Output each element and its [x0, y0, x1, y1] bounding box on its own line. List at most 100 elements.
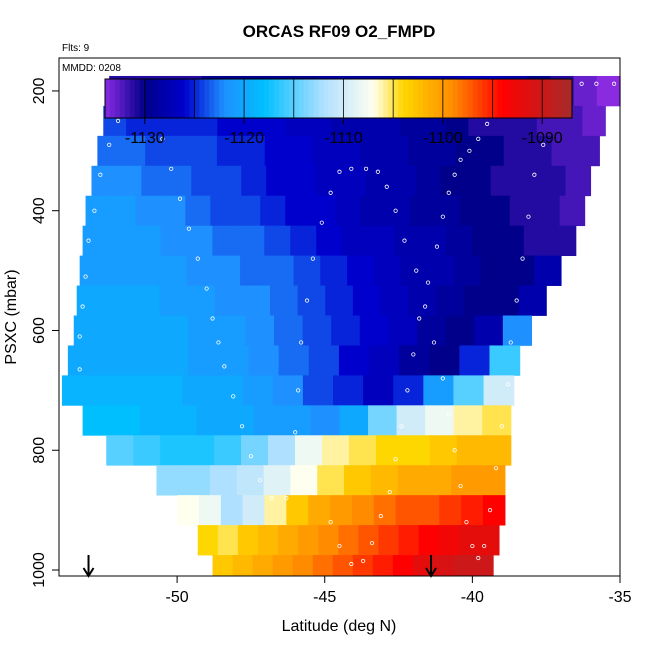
heatmap-cell-2-2 [145, 135, 170, 167]
track-point-91 [476, 136, 481, 141]
heatmap-cell-8-5 [216, 315, 246, 346]
colorbar-swatch-14 [174, 79, 181, 118]
heatmap-cell-15-0 [197, 525, 219, 556]
heatmap-cell-14-3 [242, 495, 266, 526]
heatmap-cell-15-12 [438, 525, 460, 556]
heatmap-cell-8-2 [130, 315, 161, 346]
y-tick-label-0: 200 [31, 77, 48, 104]
colorbar-swatch-40 [303, 79, 310, 118]
heatmap-cell-11-9 [339, 405, 369, 436]
colorbar-swatch-49 [348, 79, 355, 118]
plot-frame [58, 57, 621, 577]
heatmap-cell-3-16 [490, 165, 517, 197]
heatmap-cell-3-19 [565, 165, 592, 197]
heatmap-cell-11-14 [482, 405, 512, 436]
heatmap-cell-7-5 [214, 285, 244, 316]
heatmap-cell-11-5 [225, 405, 255, 436]
track-point-81 [405, 388, 410, 393]
heatmap-cell-12-6 [268, 435, 296, 466]
track-point-63 [526, 214, 531, 219]
heatmap-cell-4-18 [534, 195, 561, 227]
track-point-57 [493, 466, 499, 471]
heatmap-cell-4-14 [434, 195, 461, 227]
colorbar-swatch-86 [532, 79, 538, 118]
colorbar-swatch-75 [477, 79, 484, 118]
track-point-17 [177, 196, 183, 201]
heatmap-cell-4-10 [335, 195, 361, 227]
colorbar-swatch-13 [169, 79, 176, 118]
heatmap-cell-11-13 [453, 405, 483, 436]
heatmap-cell-11-12 [425, 405, 455, 436]
track-point-49 [446, 412, 451, 417]
track-point-35 [310, 256, 316, 261]
track-point-5 [92, 208, 97, 213]
track-point-80 [399, 424, 404, 429]
heatmap-cell-8-8 [302, 315, 332, 346]
heatmap-cell-6-6 [240, 255, 268, 286]
track-point-78 [387, 490, 392, 495]
heatmap-cell-9-3 [158, 345, 189, 376]
heatmap-cell-16-3 [272, 555, 294, 577]
colorbar-frame [104, 78, 573, 119]
heatmap-cell-16-11 [432, 555, 454, 577]
heatmap-cell-3-5 [216, 165, 242, 197]
colorbar-tick-label-2: -1110 [324, 130, 363, 147]
heatmap-cell-4-12 [384, 195, 411, 227]
track-point-69 [579, 81, 584, 86]
heatmap-cell-7-4 [187, 285, 216, 316]
heatmap-cell-7-11 [380, 285, 409, 316]
colorbar-swatch-30 [254, 79, 260, 118]
colorbar-swatch-36 [283, 79, 290, 118]
colorbar-swatch-2 [114, 79, 121, 118]
heatmap-cell-3-9 [316, 165, 342, 197]
heatmap-cell-15-10 [398, 525, 420, 556]
heatmap-cell-13-3 [236, 465, 265, 496]
heatmap-cell-11-8 [310, 405, 341, 436]
heatmap-cell-10-4 [182, 375, 214, 406]
colorbar-swatch-53 [368, 79, 374, 118]
track-point-36 [319, 220, 324, 225]
heatmap-cell-16-4 [292, 555, 314, 577]
x-tick-label-2: -40 [461, 589, 484, 606]
heatmap-cell-6-8 [293, 255, 321, 286]
heatmap-cell-3-2 [141, 165, 167, 197]
track-point-50 [452, 448, 457, 453]
heatmap-cell-4-1 [110, 195, 137, 227]
track-point-58 [499, 424, 504, 429]
heatmap-cell-8-12 [417, 315, 447, 346]
colorbar-swatch-43 [318, 79, 325, 118]
colorbar-swatch-20 [204, 79, 210, 118]
heatmap-cell-2-13 [408, 135, 433, 167]
heatmap-cell-2-0 [97, 135, 122, 167]
colorbar-swatch-72 [462, 79, 469, 118]
track-point-41 [375, 169, 380, 174]
heatmap-cell-8-1 [102, 315, 132, 346]
heatmap-cell-16-7 [352, 555, 374, 577]
heatmap-cell-3-18 [540, 165, 567, 197]
track-point-85 [434, 244, 440, 249]
track-point-1 [77, 334, 82, 339]
heatmap-cell-13-7 [344, 465, 372, 496]
heatmap-cell-6-2 [133, 255, 161, 286]
heatmap-cell-7-3 [159, 285, 188, 316]
track-point-22 [216, 340, 221, 345]
heatmap-cell-4-17 [509, 195, 536, 227]
colorbar-swatch-91 [557, 79, 563, 118]
heatmap-cell-7-0 [76, 285, 105, 316]
heatmap-cell-11-2 [139, 405, 169, 436]
heatmap-cell-2-9 [312, 135, 337, 167]
colorbar-swatch-70 [452, 79, 459, 118]
heatmap-cell-6-11 [373, 255, 402, 286]
heatmap-cell-10-10 [363, 375, 394, 406]
track-point-8 [115, 118, 121, 123]
colorbar-swatch-50 [353, 79, 359, 118]
heatmap-cell-13-8 [370, 465, 399, 496]
colorbar-swatch-35 [278, 79, 285, 118]
heatmap-cell-13-1 [183, 465, 211, 496]
colorbar-swatch-78 [492, 79, 499, 118]
heatmap-cell-10-1 [92, 375, 123, 406]
track-point-7 [107, 142, 112, 147]
y-axis-label: PSXC (mbar) [3, 269, 20, 364]
heatmap-cell-14-5 [286, 495, 309, 526]
